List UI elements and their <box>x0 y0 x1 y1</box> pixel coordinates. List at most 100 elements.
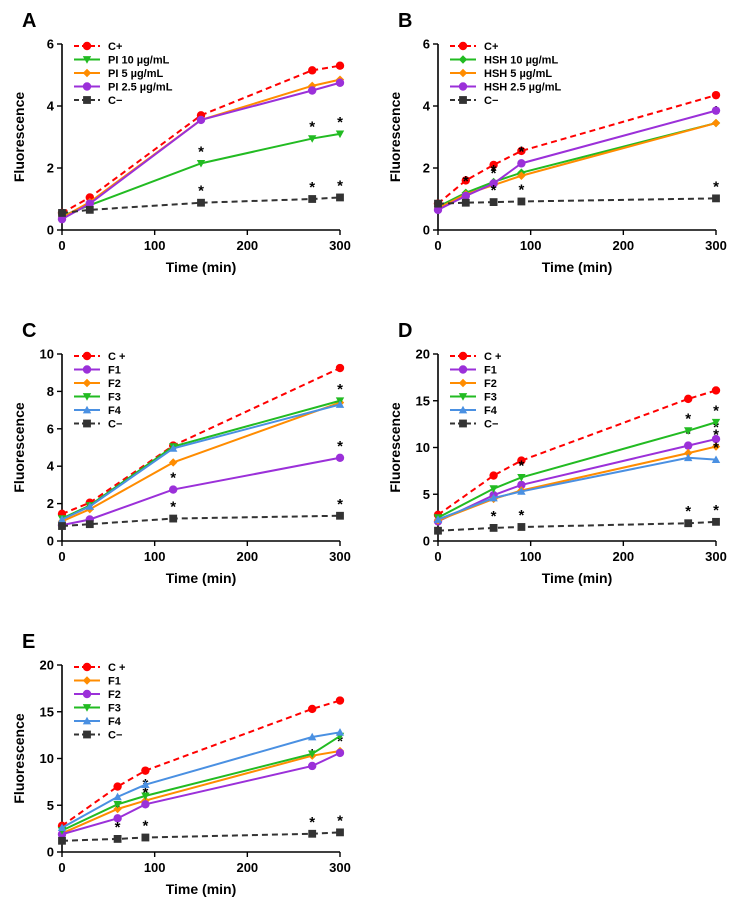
legend-label: C+ <box>108 41 122 53</box>
legend-item: F2 <box>74 689 121 701</box>
data-point <box>308 750 317 759</box>
data-point <box>308 135 317 143</box>
legend-label: C− <box>108 730 122 742</box>
legend-marker <box>82 365 92 374</box>
legend-marker <box>458 55 468 64</box>
significance-star: * <box>685 503 691 520</box>
series-line <box>61 456 341 527</box>
legend-item: C− <box>450 95 498 107</box>
y-axis-title: Fluorescence <box>11 402 27 492</box>
x-tick-label: 100 <box>520 549 542 564</box>
legend-label: C+ <box>484 41 498 53</box>
series-line <box>61 514 341 528</box>
legend-marker <box>83 419 91 428</box>
series-line <box>61 401 341 523</box>
significance-star: * <box>518 143 524 160</box>
x-tick-label: 300 <box>329 549 351 564</box>
data-point <box>489 179 498 188</box>
y-tick-label: 10 <box>416 440 430 455</box>
legend-label: PI 5 µg/mL <box>108 68 164 80</box>
series-0 <box>57 696 345 831</box>
data-point <box>335 748 345 758</box>
data-point <box>335 728 345 736</box>
data-point <box>489 160 498 170</box>
legend-label: F4 <box>484 405 498 417</box>
data-point <box>308 829 317 838</box>
data-point <box>308 761 317 771</box>
data-point <box>517 523 526 531</box>
y-tick-label: 4 <box>423 99 431 114</box>
significance-star: * <box>491 165 497 182</box>
data-point <box>308 66 317 75</box>
legend-label: HSH 5 µg/mL <box>484 68 552 80</box>
data-point <box>85 502 94 510</box>
data-point <box>169 485 178 494</box>
data-point <box>517 474 526 482</box>
significance-star: * <box>198 183 204 200</box>
legend-marker <box>82 378 92 388</box>
y-tick-label: 6 <box>47 37 54 52</box>
data-point <box>711 418 721 427</box>
data-point <box>308 195 317 203</box>
series-line <box>437 389 717 516</box>
legend-label: HSH 2.5 µg/mL <box>484 82 562 94</box>
data-point <box>57 823 67 832</box>
data-point <box>684 519 693 528</box>
significance-star: * <box>337 496 343 513</box>
data-point <box>461 198 470 207</box>
legend-item: C− <box>450 419 498 431</box>
legend-marker <box>458 68 468 78</box>
y-tick-label: 4 <box>47 99 55 114</box>
legend-label: C + <box>484 351 501 363</box>
series-0 <box>433 386 721 520</box>
significance-star: * <box>685 411 691 428</box>
data-point <box>113 804 122 814</box>
y-tick-label: 10 <box>40 347 54 362</box>
x-tick-label: 200 <box>236 238 258 253</box>
data-point <box>434 199 442 208</box>
significance-star: * <box>463 173 469 190</box>
data-point <box>113 814 122 823</box>
legend-marker <box>458 393 468 401</box>
data-point <box>85 205 94 214</box>
y-tick-label: 6 <box>423 37 430 52</box>
data-point <box>461 176 470 185</box>
legend-label: F3 <box>108 703 121 715</box>
y-tick-label: 2 <box>423 161 430 176</box>
series-5: * * * * <box>434 502 720 535</box>
significance-star: * <box>491 182 497 199</box>
data-point <box>517 456 526 465</box>
data-point <box>712 194 720 203</box>
data-point <box>489 198 498 206</box>
significance-star: * <box>309 814 315 831</box>
significance-star: * <box>142 818 148 835</box>
x-tick-label: 0 <box>434 549 441 564</box>
series-5: * * <box>58 496 344 530</box>
data-point <box>711 455 721 464</box>
legend-label: C + <box>108 662 125 674</box>
legend-marker <box>458 351 468 361</box>
legend-item: C+ <box>450 41 498 53</box>
series-line <box>437 197 717 205</box>
legend-item: F2 <box>450 378 497 390</box>
series-line <box>61 751 341 836</box>
legend-label: F3 <box>108 392 121 404</box>
significance-star: * <box>198 143 204 160</box>
legend-marker <box>82 405 92 414</box>
legend-item: F3 <box>450 392 497 404</box>
legend-item: F4 <box>450 405 498 417</box>
data-point <box>711 90 721 100</box>
data-point <box>85 199 95 208</box>
data-point <box>58 836 66 845</box>
data-point <box>113 835 122 843</box>
data-point <box>336 828 344 837</box>
data-point <box>308 86 317 95</box>
x-tick-label: 300 <box>705 549 727 564</box>
series-3 <box>57 78 345 224</box>
data-point <box>711 106 721 115</box>
data-point <box>684 394 693 404</box>
legend-label: PI 10 µg/mL <box>108 55 170 67</box>
legend-item: C + <box>450 351 501 363</box>
y-axis-title: Fluorescence <box>11 713 27 803</box>
